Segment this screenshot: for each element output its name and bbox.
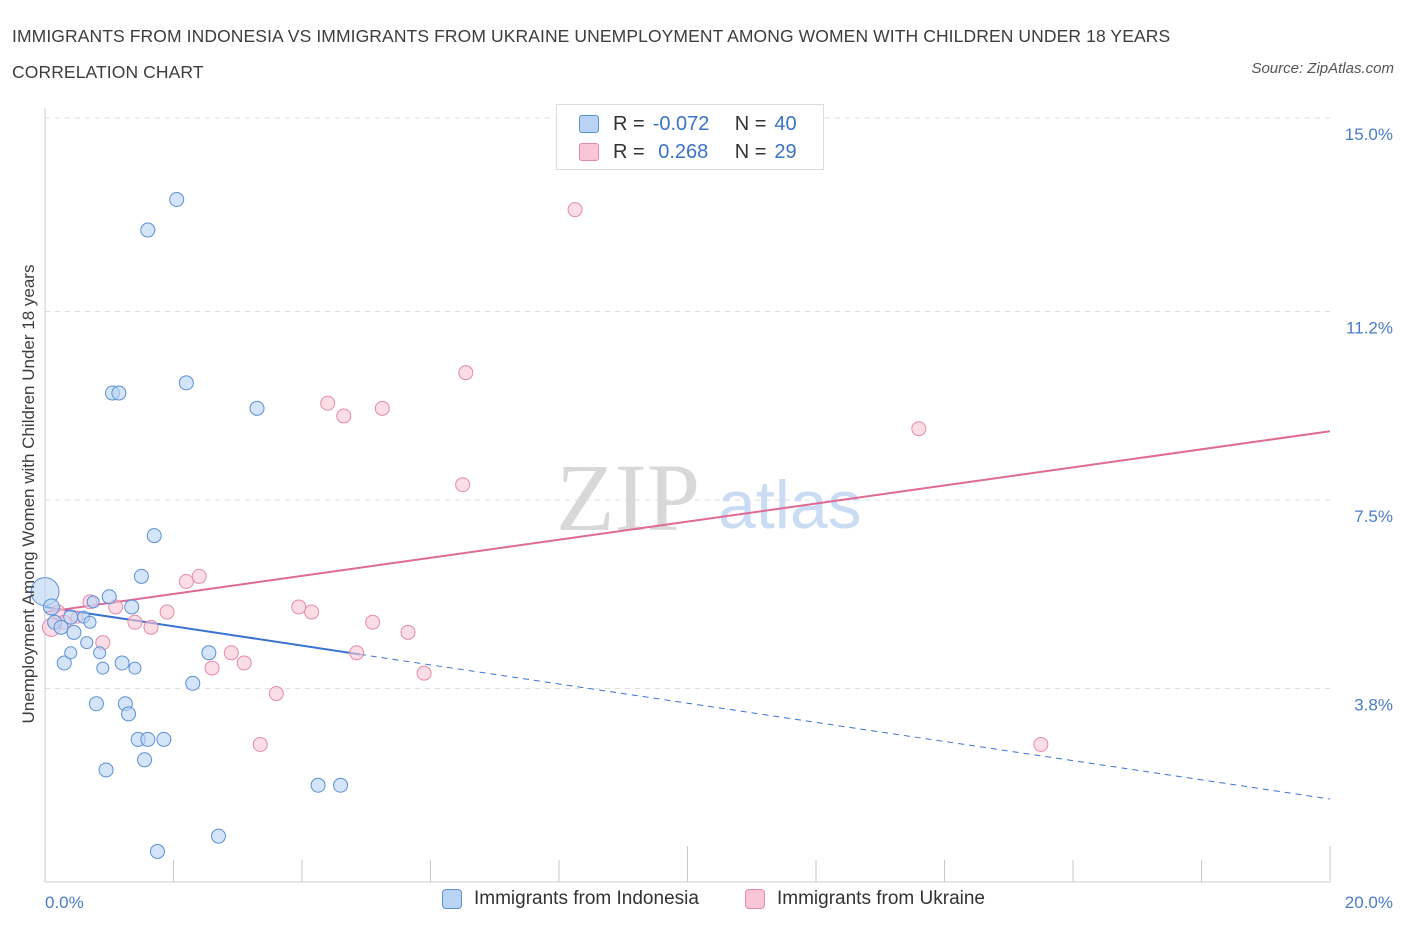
legend-item-indonesia[interactable]: Immigrants from Indonesia [442,888,699,910]
ukraine-point [191,568,207,584]
legend-label-indonesia: Immigrants from Indonesia [474,888,699,909]
legend-r-value: -0.072 [652,112,710,135]
ukraine-point [159,604,175,620]
indonesia-trend-line [44,605,360,656]
ukraine-point [567,202,583,218]
ukraine-point [223,645,239,661]
y-tick-label: 15.0% [1345,125,1393,144]
grid-lines [45,117,1330,689]
indonesia-point [96,661,110,675]
legend-n-label: N = [734,140,767,163]
indonesia-point [63,609,79,625]
indonesia-point [310,777,326,793]
ukraine-point [911,421,927,437]
indonesia-point [201,645,217,661]
legend-r-label: R = [613,140,645,163]
ukraine-point [291,599,307,615]
indonesia-point [80,636,94,650]
watermark-atlas: atlas [718,467,862,543]
indonesia-point [249,400,265,416]
indonesia-point [210,828,226,844]
indonesia-point [111,385,127,401]
ukraine-point [304,604,320,620]
ukraine-point [1033,736,1049,752]
ukraine-trend-line [44,430,1331,614]
indonesia-point [66,624,82,640]
indonesia-point [156,731,172,747]
indonesia-point [86,595,100,609]
ukraine-swatch [579,143,599,161]
indonesia-point [185,675,201,691]
watermark: ZIP atlas [556,444,862,551]
indonesia-point [140,731,156,747]
indonesia-point [169,191,185,207]
chart-title: IMMIGRANTS FROM INDONESIA VS IMMIGRANTS … [12,26,1171,82]
ukraine-point [365,614,381,630]
legend-label-ukraine: Immigrants from Ukraine [777,888,985,909]
indonesia-point [178,375,194,391]
indonesia-point [140,222,156,238]
y-axis-title: Unemployment Among Women with Children U… [19,265,38,724]
y-tick-label: 7.5% [1354,507,1393,526]
indonesia-point [333,777,349,793]
indonesia-trend-extension [359,653,1331,800]
indonesia-point [93,646,107,660]
ukraine-swatch [745,889,765,909]
legend-n-label: N = [734,112,767,135]
indonesia-point [88,696,104,712]
indonesia-point [101,589,117,605]
ukraine-point [320,395,336,411]
legend-n-value: 40 [774,112,797,135]
x-tick-label: 20.0% [1345,893,1393,912]
legend-r-value: 0.268 [652,140,709,163]
axes [44,108,1331,883]
ukraine-point [143,619,159,635]
indonesia-swatch [442,889,462,909]
legend-item-ukraine[interactable]: Immigrants from Ukraine [745,888,985,910]
ukraine-point [268,686,284,702]
indonesia-point [53,619,69,635]
indonesia-swatch [579,115,599,133]
ukraine-point [400,624,416,640]
ukraine-point [204,660,220,676]
indonesia-point [56,655,72,671]
indonesia-point [137,752,153,768]
chart-source: Source: ZipAtlas.com [1251,60,1394,77]
ukraine-point [252,736,268,752]
ukraine-point [127,614,143,630]
correlation-legend: R = -0.072 N = 40 R = 0.268 N = 29 [556,104,824,170]
x-tick-label: 0.0% [45,893,84,912]
series-legend: Immigrants from Indonesia Immigrants fro… [0,888,1406,916]
ukraine-point [455,477,471,493]
y-tick-label: 3.8% [1354,695,1393,714]
legend-row-indonesia: R = -0.072 N = 40 [579,111,797,137]
data-points [30,191,1049,859]
indonesia-point [149,843,165,859]
ukraine-point [416,665,432,681]
ukraine-point [349,645,365,661]
ukraine-point [236,655,252,671]
indonesia-point [114,655,130,671]
indonesia-point [98,762,114,778]
watermark-zip: ZIP [556,444,700,551]
legend-n-value: 29 [774,140,797,163]
y-tick-label: 11.2% [1346,319,1393,338]
ukraine-point [458,365,474,381]
indonesia-point [83,615,97,629]
tick-labels: 3.8% 7.5% 11.2% 15.0% 0.0% 20.0% [45,125,1393,912]
ukraine-point [374,400,390,416]
indonesia-point [42,598,60,616]
indonesia-point [64,646,78,660]
indonesia-point [121,706,137,722]
ukraine-point [178,573,194,589]
legend-r-label: R = [613,112,645,135]
indonesia-point [124,599,140,615]
indonesia-point [133,568,149,584]
indonesia-point [146,528,162,544]
trend-lines [44,430,1331,800]
ukraine-point [336,408,352,424]
indonesia-point [128,661,142,675]
legend-row-ukraine: R = 0.268 N = 29 [579,139,797,165]
